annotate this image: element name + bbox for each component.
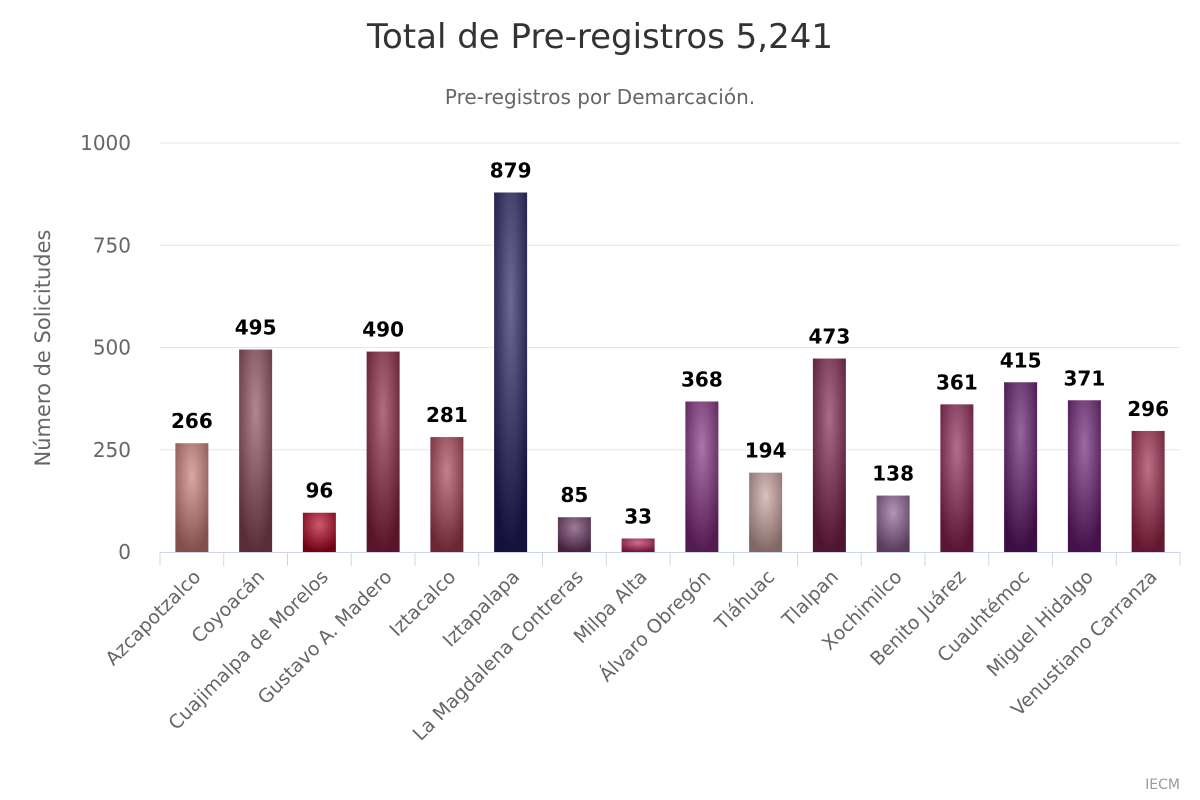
x-tick-label: Azcapotzalco (101, 566, 205, 670)
data-label: 361 (936, 370, 978, 394)
data-label: 194 (745, 439, 787, 463)
bar (302, 512, 336, 552)
bar (175, 443, 209, 552)
chart-title: Total de Pre-registros 5,241 (366, 17, 833, 57)
data-label: 33 (624, 505, 652, 529)
data-label: 415 (1000, 348, 1042, 372)
bar (430, 437, 464, 552)
x-tick-label: Tláhuac (710, 566, 779, 635)
bar (366, 351, 400, 552)
data-label: 96 (305, 479, 333, 503)
data-label: 495 (235, 316, 277, 340)
bar (557, 517, 591, 552)
x-tick-label: Tlalpan (777, 566, 842, 631)
chart-subtitle: Pre-registros por Demarcación. (445, 85, 755, 109)
data-label: 85 (560, 483, 588, 507)
x-tick-label: Álvaro Obregón (594, 565, 715, 686)
bar (494, 192, 528, 552)
data-label: 473 (809, 325, 851, 349)
y-axis-ticks: 0 250 500 750 1000 (80, 131, 131, 564)
bar (239, 349, 273, 552)
data-label: 266 (171, 409, 213, 433)
bar (1004, 382, 1038, 552)
y-tick-label: 500 (93, 336, 131, 360)
data-label: 368 (681, 367, 723, 391)
y-axis-label: Número de Solicitudes (31, 230, 55, 467)
data-label: 138 (872, 462, 914, 486)
data-label: 296 (1127, 397, 1169, 421)
data-label: 490 (362, 318, 404, 342)
bar (876, 495, 910, 552)
y-tick-label: 1000 (80, 131, 131, 155)
data-label: 371 (1064, 366, 1106, 390)
bar (1067, 400, 1101, 552)
bar (685, 401, 719, 552)
bar (940, 404, 974, 552)
y-tick-label: 750 (93, 233, 131, 257)
data-labels: 266 495 96 490 281 879 85 33 368 194 473 138 361 415 3… (171, 158, 1169, 528)
x-axis (159, 552, 1181, 566)
bar (812, 358, 846, 552)
data-label: 281 (426, 403, 468, 427)
bar (749, 472, 783, 552)
data-label: 879 (490, 158, 532, 182)
y-tick-label: 250 (93, 438, 131, 462)
bar (1131, 430, 1165, 552)
y-tick-label: 0 (118, 540, 131, 564)
bars (175, 192, 1165, 552)
bar (621, 538, 655, 552)
chart-credit: IECM (1145, 777, 1180, 793)
